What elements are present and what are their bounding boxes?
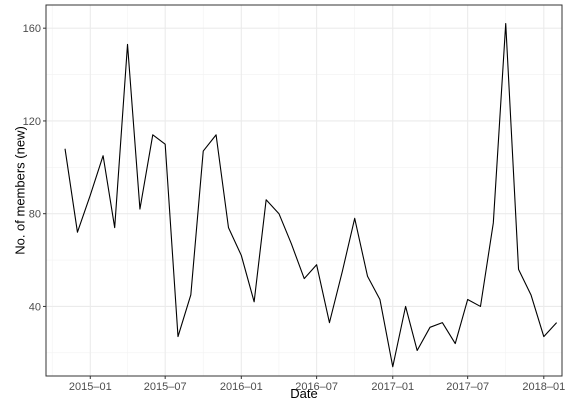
y-tick-label: 160 xyxy=(23,23,41,35)
axis-ticks xyxy=(43,27,545,379)
minor-gridlines xyxy=(46,5,562,376)
x-axis-title: Date xyxy=(290,386,317,401)
y-tick-label: 40 xyxy=(29,301,41,313)
y-tick-label: 120 xyxy=(23,116,41,128)
x-tick-label: 2017–01 xyxy=(371,381,414,393)
x-tick-label: 2016–07 xyxy=(295,381,338,393)
major-gridlines xyxy=(46,5,562,376)
x-tick-label: 2015–07 xyxy=(144,381,187,393)
plot-panel-border xyxy=(45,4,563,377)
x-tick-label: 2016–01 xyxy=(220,381,263,393)
x-tick-label: 2018–01 xyxy=(522,381,565,393)
y-tick-label: 80 xyxy=(29,209,41,221)
x-tick-label: 2017–07 xyxy=(446,381,489,393)
y-axis-title: No. of members (new) xyxy=(13,126,28,255)
y-axis-tick-labels: 40 80 120 160 xyxy=(23,23,41,313)
series-line xyxy=(64,22,558,368)
x-axis-tick-labels: 2015–01 2015–07 2016–01 2016–07 2017–01 2017–… xyxy=(69,381,565,393)
x-tick-label: 2015–01 xyxy=(69,381,112,393)
series-layer xyxy=(64,22,558,368)
